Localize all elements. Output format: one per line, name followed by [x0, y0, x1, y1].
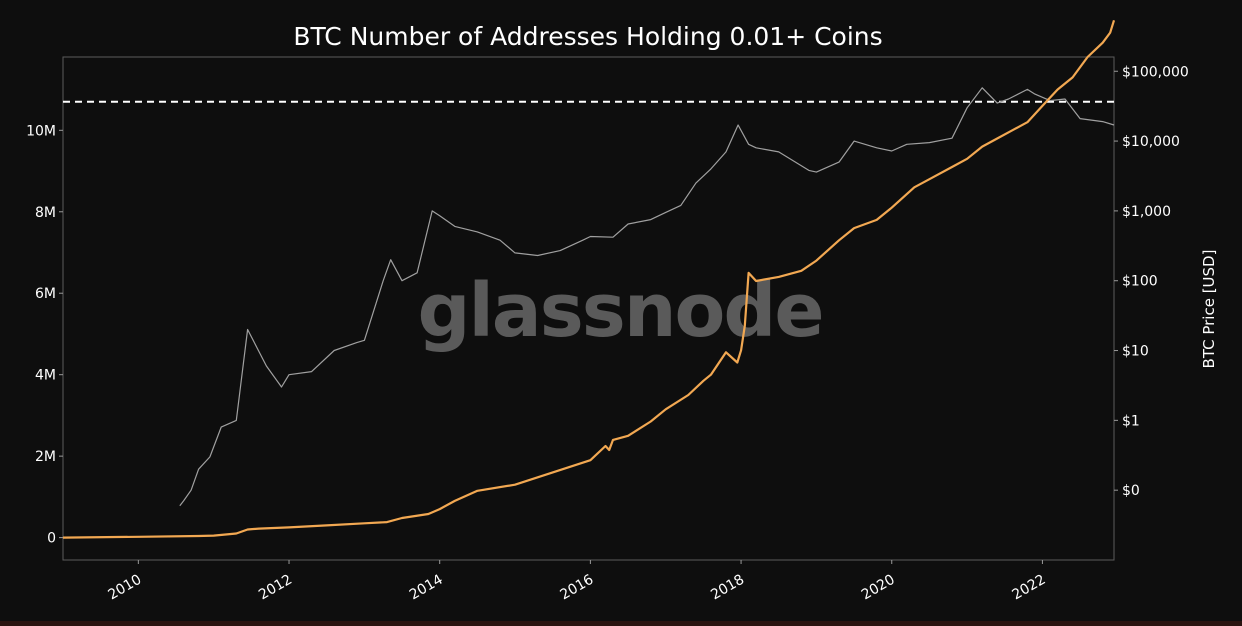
right-tick-label: $1 — [1122, 413, 1140, 429]
right-tick-label: $100 — [1122, 274, 1158, 290]
left-tick-label: 10M — [26, 123, 56, 139]
right-tick-label: $10 — [1122, 344, 1149, 360]
btc-price-line — [179, 87, 1115, 507]
plot-frame — [62, 56, 1115, 561]
right-tick-label: $0 — [1122, 483, 1140, 499]
series-layer — [62, 19, 1116, 539]
left-tick-label: 0 — [47, 531, 56, 547]
right-axis: $0 $1 $10 $100 $1,000 $10,000 $100,000 — [1114, 64, 1189, 499]
left-tick-label: 4M — [35, 368, 56, 384]
bottom-strip — [0, 621, 1242, 626]
addresses-line — [62, 19, 1116, 539]
left-tick-label: 8M — [35, 205, 56, 221]
left-axis: 0 2M 4M 6M 8M 10M — [26, 123, 63, 547]
right-tick-label: $1,000 — [1122, 204, 1171, 220]
left-tick-label: 2M — [35, 449, 56, 465]
right-tick-label: $10,000 — [1122, 134, 1180, 150]
left-tick-label: 6M — [35, 286, 56, 302]
chart-title: BTC Number of Addresses Holding 0.01+ Co… — [293, 22, 882, 51]
right-axis-label: BTC Price [USD] — [1200, 250, 1218, 369]
right-tick-label: $100,000 — [1122, 64, 1189, 80]
watermark-logo: glassnode — [417, 268, 822, 354]
